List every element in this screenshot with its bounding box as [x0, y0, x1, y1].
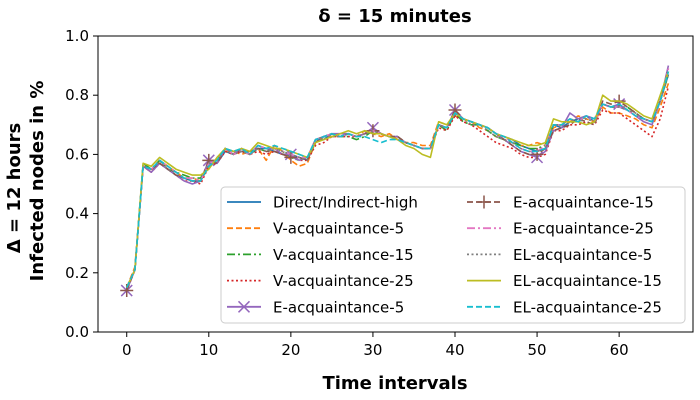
- legend-entry: V-acquaintance-15: [227, 246, 414, 264]
- y-axis-title-line-2: Infected nodes in %: [27, 81, 48, 282]
- series-line: [125, 71, 670, 288]
- y-tick-label: 0.2: [65, 264, 89, 282]
- legend-marker: [237, 300, 251, 313]
- y-tick-label: 0.8: [65, 86, 89, 104]
- legend-label: V-acquaintance-25: [273, 272, 414, 290]
- series-layer: [120, 65, 670, 298]
- legend-label: V-acquaintance-15: [273, 246, 414, 264]
- legend-entry: E-acquaintance-15: [467, 194, 654, 212]
- legend-label: E-acquaintance-15: [513, 194, 654, 212]
- x-tick-label: 30: [363, 341, 382, 359]
- axis-ticks: 0 10 20 30 40 50 60 0.0 0.2 0.4 0.6 0.8 1.0: [65, 27, 629, 359]
- x-axis-title: Time intervals: [322, 373, 467, 394]
- series-EL-acquaintance-25: [125, 71, 670, 288]
- legend-label: EL-acquaintance-15: [513, 272, 662, 290]
- series-line: [125, 65, 670, 291]
- x-tick-label: 60: [610, 341, 629, 359]
- x-tick-label: 0: [122, 341, 132, 359]
- legend-label: E-acquaintance-25: [513, 220, 654, 238]
- legend-entry: EL-acquaintance-5: [467, 246, 652, 264]
- y-tick-label: 0.0: [65, 323, 89, 341]
- legend-label: EL-acquaintance-5: [513, 246, 652, 264]
- plot-frame: [97, 35, 694, 333]
- legend-box: [220, 186, 686, 324]
- x-tick-label: 20: [281, 341, 300, 359]
- legend-entry: EL-acquaintance-15: [467, 272, 662, 290]
- y-axis-title-line-1: Δ = 12 hours: [4, 123, 25, 253]
- legend-entry: EL-acquaintance-25: [467, 298, 662, 316]
- legend-marker: [477, 195, 491, 209]
- x-tick-label: 50: [528, 341, 547, 359]
- y-axis-title: Δ = 12 hours Infected nodes in %: [4, 81, 48, 282]
- x-tick-label: 40: [445, 341, 464, 359]
- x-tick-label: 10: [199, 341, 218, 359]
- legend-entry: Direct/Indirect-high: [227, 194, 418, 212]
- series-marker: [530, 147, 544, 161]
- legend-entry: E-acquaintance-25: [467, 220, 654, 238]
- chart-title: δ = 15 minutes: [318, 6, 471, 27]
- y-tick-label: 0.4: [65, 205, 89, 223]
- legend-entry: E-acquaintance-5: [227, 298, 404, 316]
- y-tick-label: 0.6: [65, 145, 89, 163]
- legend: Direct/Indirect-high V-acquaintance-5 V-ac…: [220, 186, 686, 324]
- series-marker: [284, 150, 298, 164]
- legend-label: Direct/Indirect-high: [273, 194, 418, 212]
- legend-label: V-acquaintance-5: [273, 220, 404, 238]
- legend-label: EL-acquaintance-25: [513, 298, 662, 316]
- legend-entry: V-acquaintance-25: [227, 272, 414, 290]
- y-tick-label: 1.0: [65, 27, 89, 45]
- legend-label: E-acquaintance-5: [273, 298, 404, 316]
- legend-entry: V-acquaintance-5: [227, 220, 404, 238]
